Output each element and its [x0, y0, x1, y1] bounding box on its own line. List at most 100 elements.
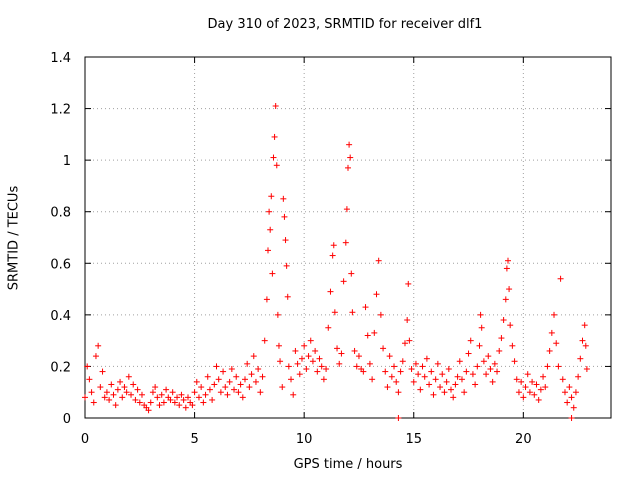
data-point [467, 337, 474, 344]
data-point [544, 363, 551, 370]
data-point [275, 342, 282, 349]
data-point [472, 381, 479, 388]
data-point [198, 384, 205, 391]
data-point [97, 384, 104, 391]
data-point [412, 360, 419, 367]
data-point [568, 394, 575, 401]
data-point [355, 353, 362, 360]
data-point [417, 386, 424, 393]
data-point [108, 381, 115, 388]
data-point [169, 389, 176, 396]
data-point [323, 366, 330, 373]
data-point [176, 402, 183, 409]
data-point [469, 371, 476, 378]
data-point [193, 378, 200, 385]
data-point [82, 394, 88, 401]
data-point [338, 350, 345, 357]
data-point [288, 376, 295, 383]
data-point [500, 317, 507, 324]
data-point [92, 353, 99, 360]
data-point [529, 378, 536, 385]
data-point [441, 389, 448, 396]
data-point [99, 368, 106, 375]
data-point [239, 394, 246, 401]
data-point [134, 386, 141, 393]
data-point [114, 386, 121, 393]
data-point [478, 324, 485, 331]
data-point [421, 373, 428, 380]
data-point [301, 342, 308, 349]
data-point [399, 358, 406, 365]
data-point [406, 337, 413, 344]
data-point [408, 366, 415, 373]
data-point [507, 322, 514, 329]
data-point [331, 309, 338, 316]
data-point [158, 391, 165, 398]
data-point [494, 368, 501, 375]
data-point [152, 384, 159, 391]
data-point [279, 384, 286, 391]
data-point [559, 376, 566, 383]
data-point [209, 396, 216, 403]
data-point [195, 394, 202, 401]
data-point [371, 329, 378, 336]
data-point [233, 373, 240, 380]
data-point [553, 340, 560, 347]
data-point [397, 368, 404, 375]
data-point [303, 366, 310, 373]
data-point [434, 360, 441, 367]
data-point [391, 363, 398, 370]
data-point [180, 396, 187, 403]
data-point [463, 368, 470, 375]
data-point [395, 389, 402, 396]
data-point [476, 342, 483, 349]
data-point [386, 353, 393, 360]
data-point [384, 384, 391, 391]
data-point [353, 363, 360, 370]
data-point [458, 376, 465, 383]
data-point [167, 396, 174, 403]
data-point [351, 347, 358, 354]
data-point [325, 324, 332, 331]
data-point [294, 360, 301, 367]
data-point [307, 337, 314, 344]
data-point [246, 384, 253, 391]
data-point [448, 386, 455, 393]
data-point [327, 288, 334, 295]
data-point [369, 376, 376, 383]
data-point [579, 337, 586, 344]
data-point [103, 389, 110, 396]
data-point [336, 360, 343, 367]
data-point [95, 342, 102, 349]
data-point [577, 355, 584, 362]
data-point [583, 366, 590, 373]
data-point [561, 389, 568, 396]
data-point [305, 353, 312, 360]
plot-frame [84, 56, 612, 419]
data-point [163, 386, 170, 393]
data-point [454, 373, 461, 380]
data-point [511, 358, 518, 365]
data-point [202, 391, 209, 398]
data-point [465, 350, 472, 357]
data-point [269, 270, 276, 277]
chart-title: Day 310 of 2023, SRMTID for receiver dlf… [207, 17, 483, 32]
data-point [426, 381, 433, 388]
data-point [282, 237, 289, 244]
data-point [309, 358, 316, 365]
data-point [342, 239, 349, 246]
x-tick-label: 20 [515, 432, 532, 447]
grid-layer [85, 57, 611, 418]
data-point [101, 394, 108, 401]
data-point [128, 391, 135, 398]
data-point [265, 247, 272, 254]
data-point [456, 358, 463, 365]
x-tick-label: 0 [81, 432, 89, 447]
data-point [575, 373, 582, 380]
data-point [285, 363, 292, 370]
data-point [428, 368, 435, 375]
data-point [252, 378, 259, 385]
data-point [132, 396, 139, 403]
data-point [174, 394, 181, 401]
